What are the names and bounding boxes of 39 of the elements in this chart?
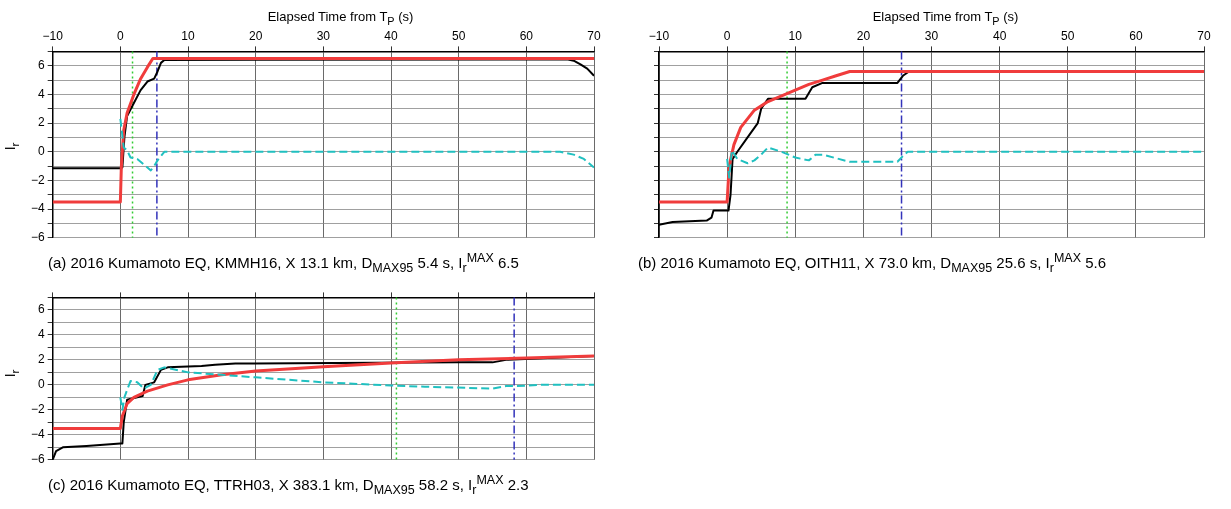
y-tick-label: 0 bbox=[37, 377, 45, 392]
x-tick-label: 30 bbox=[924, 28, 939, 43]
text: (c) 2016 Kumamoto EQ, TTRH03, X 383.1 km, D$_{MAX95}$ 58.2 s, I$_{r}$$^{MAX}$ 2.3 bbox=[47, 472, 530, 499]
y-tick-label: −4 bbox=[30, 201, 45, 216]
y-tick-label: 2 bbox=[37, 352, 45, 367]
x-axis-title: Elapsed Time from T$_{P}$ (s) bbox=[871, 8, 1020, 27]
y-tick-label: −2 bbox=[30, 172, 45, 187]
x-tick-label: −10 bbox=[42, 28, 64, 43]
line-series bbox=[119, 366, 594, 411]
y-tick-label: 2 bbox=[37, 115, 45, 130]
x-tick-label: 50 bbox=[451, 28, 466, 43]
text: (a) 2016 Kumamoto EQ, KMMH16, X 13.1 km, D$_{MAX95}$ 5.4 s, I$_{r}$$^{MAX}$ 6.5 bbox=[47, 250, 520, 277]
y-tick-label: −6 bbox=[30, 452, 45, 467]
text: (b) 2016 Kumamoto EQ, OITH11, X 73.0 km, D$_{MAX95}$ 25.6 s, I$_{r}$$^{MAX}$ 5.6 bbox=[637, 250, 1108, 277]
x-tick-label: 40 bbox=[992, 28, 1007, 43]
x-tick-label: 20 bbox=[249, 28, 263, 43]
x-tick-label: 40 bbox=[384, 28, 398, 43]
y-tick-label: −4 bbox=[30, 427, 45, 442]
x-tick-label: 60 bbox=[1129, 28, 1143, 43]
x-tick-label: 10 bbox=[181, 28, 196, 43]
x-tick-label: 30 bbox=[316, 28, 331, 43]
x-tick-label: 0 bbox=[723, 28, 731, 43]
x-tick-label: −10 bbox=[648, 28, 670, 43]
x-tick-label: 50 bbox=[1061, 28, 1075, 43]
y-tick-label: 4 bbox=[37, 86, 45, 101]
y-tick-label: 0 bbox=[37, 144, 45, 159]
x-tick-label: 10 bbox=[788, 28, 803, 43]
x-tick-label: 70 bbox=[1197, 28, 1211, 43]
x-tick-label: 60 bbox=[519, 28, 534, 43]
y-tick-label: 4 bbox=[37, 327, 45, 342]
x-tick-label: 70 bbox=[587, 28, 601, 43]
y-tick-label: 6 bbox=[37, 302, 45, 317]
line-series bbox=[119, 117, 594, 172]
y-tick-label: 6 bbox=[37, 58, 45, 73]
y-tick-label: −2 bbox=[30, 402, 45, 417]
x-axis-title: Elapsed Time from T$_{P}$ (s) bbox=[266, 8, 415, 27]
y-tick-label: −6 bbox=[30, 230, 45, 245]
x-tick-label: 0 bbox=[117, 28, 124, 43]
x-tick-label: 20 bbox=[856, 28, 871, 43]
